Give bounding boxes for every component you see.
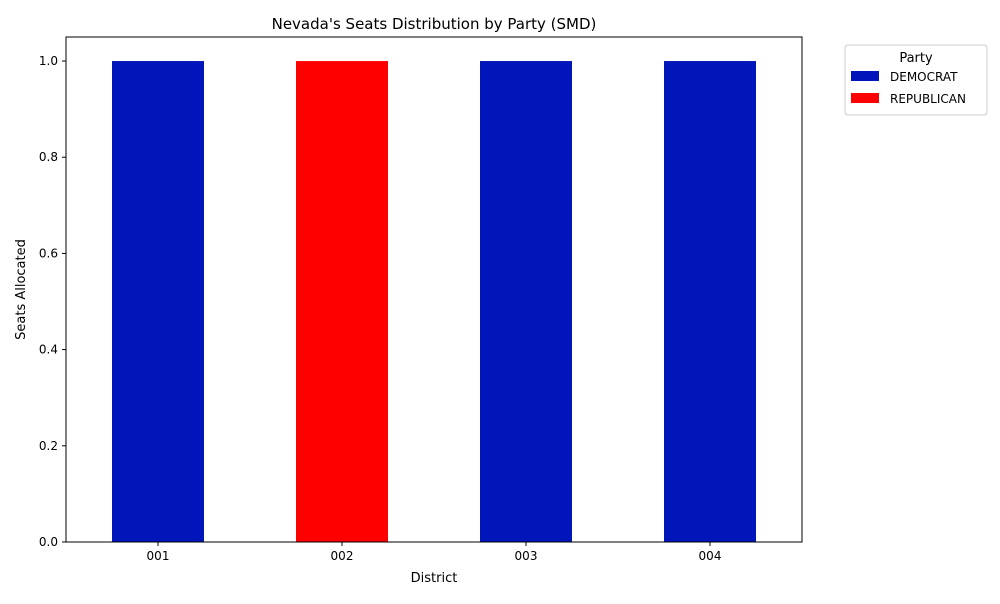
y-tick-label: 0.6 <box>39 246 58 260</box>
legend-label-republican: REPUBLICAN <box>890 92 966 106</box>
bar-democrat-004 <box>664 61 756 543</box>
x-axis-label: District <box>411 571 458 586</box>
x-tick-label: 002 <box>331 549 354 563</box>
y-tick-label: 0.0 <box>39 535 58 549</box>
legend: Party DEMOCRAT REPUBLICAN <box>844 44 988 116</box>
y-tick-label: 1.0 <box>39 54 58 68</box>
legend-title: Party <box>899 51 933 66</box>
legend-frame <box>844 44 988 116</box>
bar-republican-002 <box>296 61 388 543</box>
legend-swatch-democrat <box>851 71 879 81</box>
y-axis-label: Seats Allocated <box>14 239 29 340</box>
y-axis: 0.0 0.2 0.4 0.6 0.8 1.0 <box>39 54 66 549</box>
legend-swatch-republican <box>851 93 879 103</box>
y-tick-label: 0.8 <box>39 150 58 164</box>
chart-title: Nevada's Seats Distribution by Party (SM… <box>272 15 597 33</box>
x-tick-label: 004 <box>699 549 722 563</box>
plot-area-frame <box>65 36 803 543</box>
bar-democrat-001 <box>112 61 204 543</box>
x-tick-label: 003 <box>515 549 538 563</box>
legend-items: DEMOCRAT REPUBLICAN <box>851 70 966 106</box>
bar-democrat-003 <box>480 61 572 543</box>
bars-layer <box>112 61 756 543</box>
x-tick-label: 001 <box>147 549 170 563</box>
y-tick-label: 0.2 <box>39 439 58 453</box>
legend-label-democrat: DEMOCRAT <box>890 70 958 84</box>
y-tick-label: 0.4 <box>39 343 58 357</box>
x-axis: 001 002 003 004 <box>147 542 722 563</box>
